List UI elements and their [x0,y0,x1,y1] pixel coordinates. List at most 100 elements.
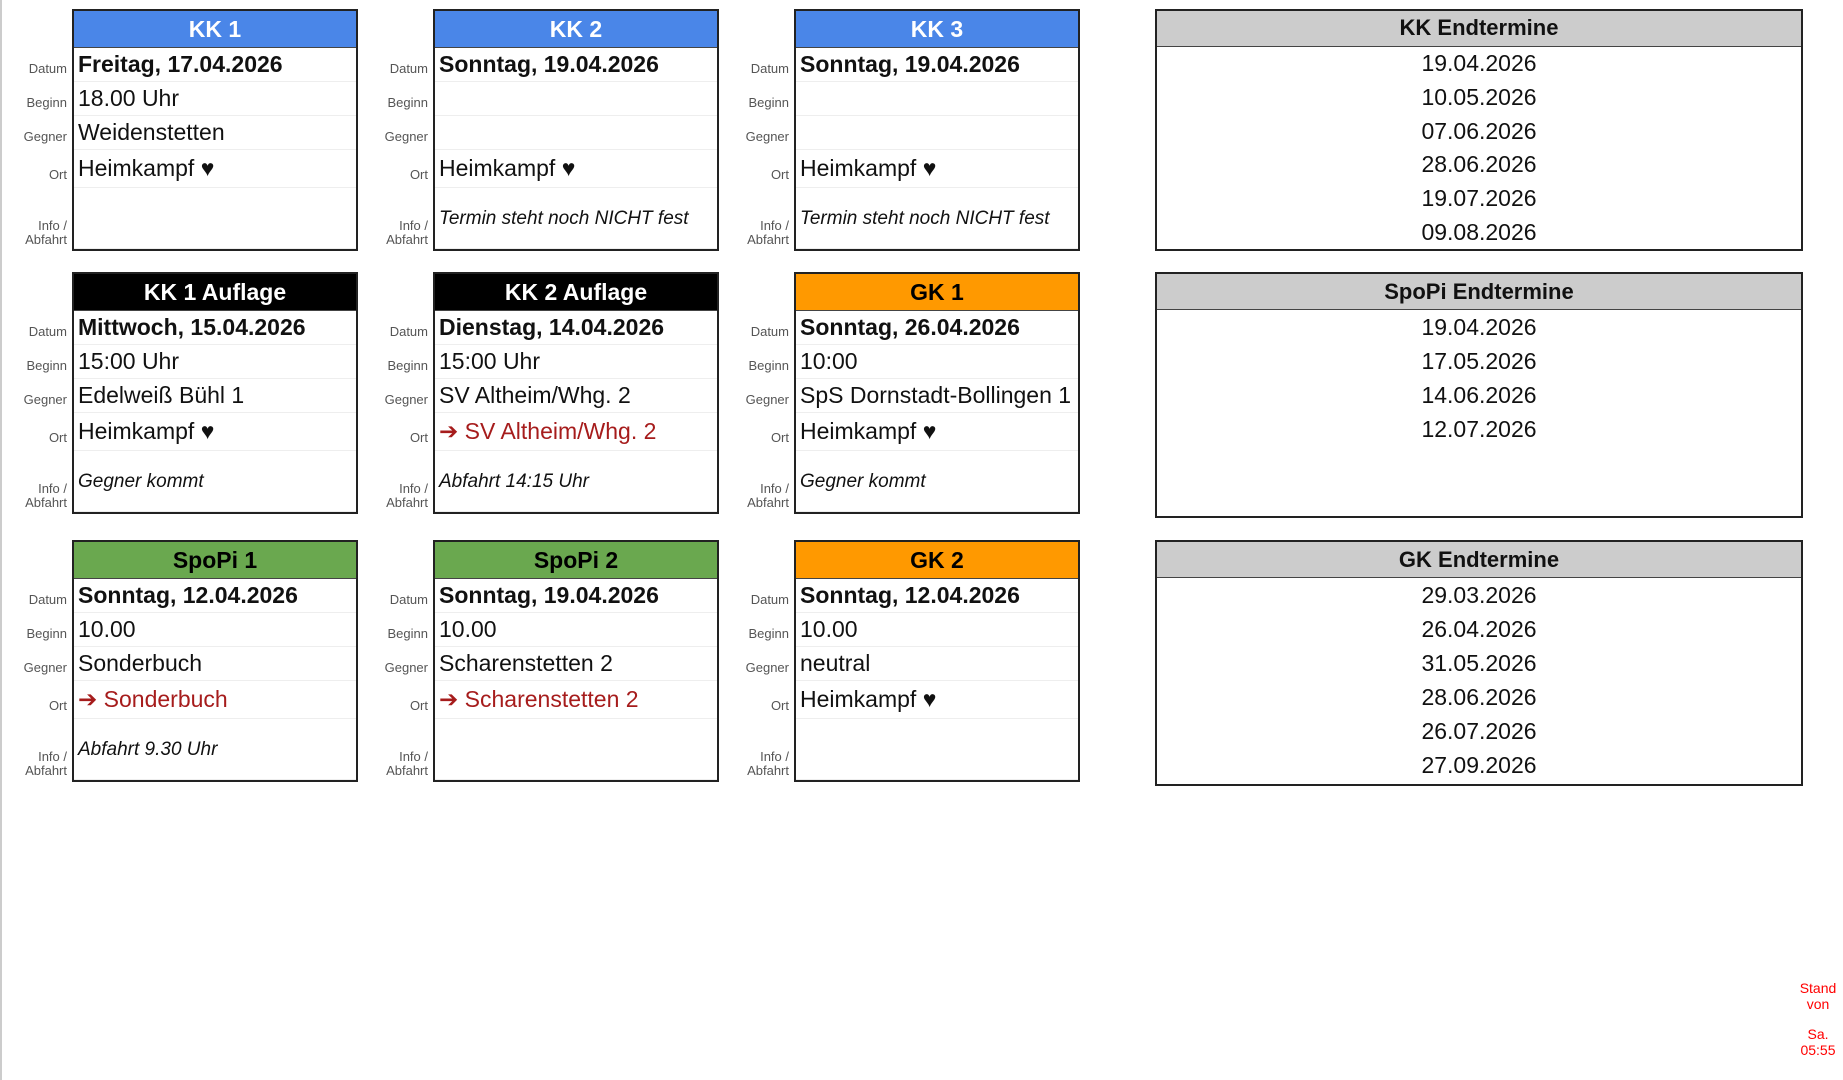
endtermine-date: 09.08.2026 [1421,218,1537,245]
label-info: Info / Abfahrt [25,218,67,247]
match-card: Datum Beginn Gegner Ort Info / Abfahrt S… [2,540,358,782]
label-ort: Ort [770,698,789,713]
endtermine-table: GK Endtermine 29.03.2026 26.04.2026 31.05.2… [1155,540,1803,786]
label-ort: Ort [409,430,428,445]
card-body: GK 1 Sonntag, 26.04.2026 10:00 SpS Dorns… [794,272,1080,514]
endtermine-date: 07.06.2026 [1421,117,1537,144]
label-ort: Ort [48,430,67,445]
match-card: Datum Beginn Gegner Ort Info / Abfahrt G… [724,540,1080,782]
info-value: Termin steht noch NICHT fest [796,188,1078,249]
label-datum: Datum [28,324,67,339]
label-beginn: Beginn [387,626,428,641]
label-beginn: Beginn [748,626,789,641]
endtermine-date: 28.06.2026 [1421,151,1537,178]
endtermine-date: 10.05.2026 [1421,83,1537,110]
datum-value: Dienstag, 14.04.2026 [435,311,717,345]
info-value: Termin steht noch NICHT fest [435,188,717,249]
card-title: SpoPi 2 [435,542,717,579]
label-gegner: Gegner [23,660,67,675]
beginn-value: 15:00 Uhr [435,345,717,379]
ort-value: Heimkampf ♥ [796,413,1078,451]
datum-value: Sonntag, 19.04.2026 [435,579,717,613]
label-beginn: Beginn [26,358,67,373]
label-ort: Ort [770,167,789,182]
label-info: Info / Abfahrt [386,218,428,247]
field-labels: Datum Beginn Gegner Ort Info / Abfahrt [2,9,72,251]
card-body: KK 1 Auflage Mittwoch, 15.04.2026 15:00 … [72,272,358,514]
endtermine-date: 19.04.2026 [1421,50,1537,77]
label-gegner: Gegner [745,392,789,407]
card-title: SpoPi 1 [74,542,356,579]
beginn-value [796,82,1078,116]
label-gegner: Gegner [23,392,67,407]
endtermine-date: 27.09.2026 [1421,751,1537,778]
info-value [74,188,356,249]
endtermine-date: 17.05.2026 [1421,347,1537,374]
last-updated: Stand von Sa. 05:55 [1793,980,1843,1058]
card-body: SpoPi 1 Sonntag, 12.04.2026 10.00 Sonder… [72,540,358,782]
label-gegner: Gegner [384,660,428,675]
label-ort: Ort [770,430,789,445]
endtermine-date: 31.05.2026 [1421,649,1537,676]
label-datum: Datum [28,592,67,607]
label-datum: Datum [389,324,428,339]
datum-value: Sonntag, 12.04.2026 [74,579,356,613]
label-beginn: Beginn [748,358,789,373]
info-value [435,719,717,780]
label-info: Info / Abfahrt [386,749,428,778]
beginn-value: 10:00 [796,345,1078,379]
info-value: Abfahrt 9.30 Uhr [74,719,356,780]
label-ort: Ort [48,167,67,182]
ort-value: Heimkampf ♥ [796,150,1078,188]
match-card: Datum Beginn Gegner Ort Info / Abfahrt K… [2,9,358,251]
endtermine-date: 26.07.2026 [1421,717,1537,744]
field-labels: Datum Beginn Gegner Ort Info / Abfahrt [2,272,72,514]
field-labels: Datum Beginn Gegner Ort Info / Abfahrt [363,272,433,514]
gegner-value: Edelweiß Bühl 1 [74,379,356,413]
label-info: Info / Abfahrt [747,749,789,778]
match-card: Datum Beginn Gegner Ort Info / Abfahrt S… [363,540,719,782]
card-title: GK 1 [796,274,1078,311]
endtermine-date: 12.07.2026 [1421,415,1537,442]
field-labels: Datum Beginn Gegner Ort Info / Abfahrt [2,540,72,782]
label-datum: Datum [389,592,428,607]
endtermine-date: 28.06.2026 [1421,683,1537,710]
gegner-value: SV Altheim/Whg. 2 [435,379,717,413]
label-datum: Datum [750,61,789,76]
endtermine-date: 19.04.2026 [1421,313,1537,340]
endtermine-date: 26.04.2026 [1421,615,1537,642]
stand-time: 05:55 [1800,1042,1836,1058]
card-body: KK 2 Sonntag, 19.04.2026 Heimkampf ♥ Ter… [433,9,719,251]
label-datum: Datum [750,324,789,339]
stand-label: Stand [1799,980,1837,996]
label-datum: Datum [389,61,428,76]
info-value: Gegner kommt [796,451,1078,512]
card-body: SpoPi 2 Sonntag, 19.04.2026 10.00 Schare… [433,540,719,782]
gegner-value: neutral [796,647,1078,681]
label-info: Info / Abfahrt [25,481,67,510]
ort-value: ➔ Sonderbuch [74,681,356,719]
match-card: Datum Beginn Gegner Ort Info / Abfahrt K… [363,9,719,251]
ort-value: Heimkampf ♥ [796,681,1078,719]
endtermine-date: 14.06.2026 [1421,381,1537,408]
match-card: Datum Beginn Gegner Ort Info / Abfahrt K… [363,272,719,514]
beginn-value: 10.00 [435,613,717,647]
card-body: KK 2 Auflage Dienstag, 14.04.2026 15:00 … [433,272,719,514]
match-card: Datum Beginn Gegner Ort Info / Abfahrt G… [724,272,1080,514]
label-info: Info / Abfahrt [386,481,428,510]
card-title: KK 2 [435,11,717,48]
label-datum: Datum [28,61,67,76]
field-labels: Datum Beginn Gegner Ort Info / Abfahrt [363,9,433,251]
card-title: KK 3 [796,11,1078,48]
info-value: Abfahrt 14:15 Uhr [435,451,717,512]
card-body: KK 1 Freitag, 17.04.2026 18.00 Uhr Weide… [72,9,358,251]
card-title: GK 2 [796,542,1078,579]
field-labels: Datum Beginn Gegner Ort Info / Abfahrt [724,9,794,251]
card-title: KK 1 Auflage [74,274,356,311]
ort-value: Heimkampf ♥ [74,150,356,188]
endtermine-table: KK Endtermine 19.04.2026 10.05.2026 07.06.2… [1155,9,1803,251]
label-gegner: Gegner [384,392,428,407]
info-value [796,719,1078,780]
ort-value: Heimkampf ♥ [435,150,717,188]
datum-value: Sonntag, 26.04.2026 [796,311,1078,345]
